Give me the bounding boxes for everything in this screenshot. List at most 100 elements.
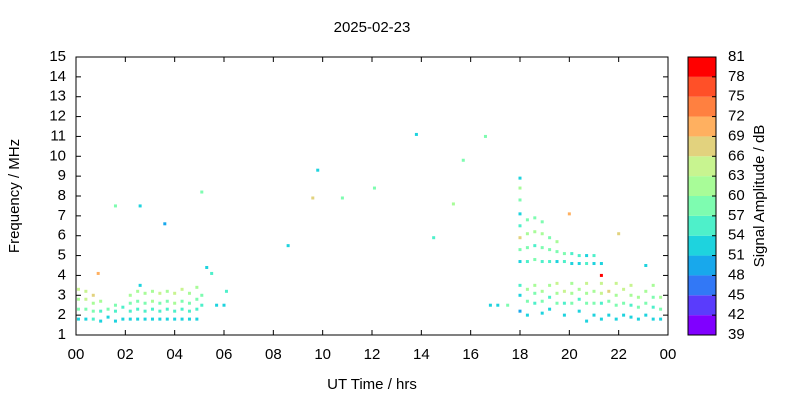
data-point bbox=[113, 309, 117, 313]
data-point bbox=[548, 283, 552, 287]
data-point bbox=[599, 291, 603, 295]
data-point bbox=[570, 262, 574, 266]
y-tick-label: 8 bbox=[58, 187, 66, 204]
data-point bbox=[585, 281, 589, 285]
data-point bbox=[195, 317, 199, 321]
y-tick-label: 2 bbox=[58, 306, 66, 323]
data-point bbox=[311, 196, 315, 200]
data-point bbox=[592, 301, 596, 305]
colorbar-band bbox=[688, 57, 716, 77]
colorbar-band bbox=[688, 96, 716, 117]
data-point bbox=[180, 299, 184, 303]
colorbar-tick-label: 66 bbox=[728, 147, 745, 164]
x-tick-label: 08 bbox=[265, 346, 282, 363]
data-point bbox=[614, 281, 618, 285]
data-point bbox=[173, 291, 177, 295]
colorbar-band bbox=[688, 215, 716, 236]
data-point bbox=[533, 244, 537, 248]
data-point bbox=[286, 244, 290, 248]
data-point bbox=[533, 230, 537, 234]
data-point bbox=[548, 295, 552, 299]
data-point bbox=[540, 311, 544, 315]
data-point bbox=[636, 317, 640, 321]
data-point bbox=[585, 301, 589, 305]
data-point bbox=[84, 307, 88, 311]
data-point bbox=[644, 264, 648, 267]
data-point bbox=[173, 301, 177, 305]
y-tick-label: 1 bbox=[58, 326, 66, 343]
colorbar-tick-label: 54 bbox=[728, 227, 745, 244]
y-tick-label: 9 bbox=[58, 167, 66, 184]
data-point bbox=[555, 240, 559, 244]
data-point bbox=[165, 289, 169, 293]
data-point bbox=[617, 232, 621, 236]
data-point bbox=[205, 265, 209, 269]
data-point bbox=[607, 289, 611, 293]
x-tick-label: 04 bbox=[166, 346, 183, 363]
data-point bbox=[483, 134, 487, 138]
data-point bbox=[136, 289, 140, 293]
data-point bbox=[659, 307, 663, 311]
data-point bbox=[525, 232, 529, 236]
colorbar-tick-label: 51 bbox=[728, 247, 745, 264]
data-point bbox=[644, 289, 648, 293]
y-tick-label: 10 bbox=[49, 147, 66, 164]
y-tick-label: 3 bbox=[58, 286, 66, 303]
data-point bbox=[488, 303, 492, 307]
y-axis-label: Frequency / MHz bbox=[6, 139, 23, 253]
data-point bbox=[128, 309, 132, 313]
data-point bbox=[99, 299, 103, 303]
data-point bbox=[432, 236, 436, 240]
colorbar-tick-label: 69 bbox=[728, 127, 745, 144]
data-point bbox=[525, 260, 529, 264]
data-point bbox=[180, 307, 184, 311]
data-point bbox=[76, 287, 80, 291]
x-tick-label: 22 bbox=[610, 346, 627, 363]
data-point bbox=[651, 317, 655, 321]
data-point bbox=[106, 307, 110, 311]
data-point bbox=[518, 224, 522, 228]
data-point bbox=[76, 317, 80, 321]
data-point bbox=[540, 260, 544, 264]
colorbar-band bbox=[688, 156, 716, 177]
data-point bbox=[316, 168, 320, 172]
y-tick-label: 14 bbox=[49, 68, 66, 85]
data-point bbox=[555, 250, 559, 254]
data-point bbox=[121, 305, 125, 309]
data-point bbox=[461, 158, 465, 162]
data-point bbox=[496, 303, 500, 307]
data-point bbox=[138, 283, 142, 287]
data-point bbox=[210, 271, 214, 275]
data-point bbox=[518, 248, 522, 252]
y-tick-label: 6 bbox=[58, 227, 66, 244]
data-point bbox=[567, 212, 571, 216]
data-point bbox=[533, 301, 537, 305]
data-point bbox=[91, 317, 95, 321]
data-point bbox=[651, 283, 655, 287]
data-point bbox=[143, 291, 147, 295]
data-point bbox=[555, 291, 559, 295]
colorbar-band bbox=[688, 235, 716, 256]
data-point bbox=[150, 289, 154, 293]
data-point bbox=[173, 309, 177, 313]
data-point bbox=[158, 291, 162, 295]
y-tick-label: 5 bbox=[58, 247, 66, 264]
x-tick-label: 14 bbox=[413, 346, 430, 363]
data-point bbox=[215, 303, 219, 307]
data-point bbox=[173, 317, 177, 321]
data-point bbox=[150, 299, 154, 303]
y-tick-label: 4 bbox=[58, 266, 66, 283]
colorbar-tick-label: 63 bbox=[728, 167, 745, 184]
data-point bbox=[570, 281, 574, 285]
colorbar-tick-label: 48 bbox=[728, 266, 745, 283]
data-point bbox=[585, 262, 589, 266]
data-point bbox=[651, 295, 655, 299]
data-point bbox=[577, 254, 581, 258]
data-point bbox=[562, 252, 566, 256]
data-point bbox=[99, 319, 103, 323]
data-point bbox=[195, 297, 199, 301]
data-point bbox=[636, 305, 640, 309]
data-point bbox=[165, 317, 169, 321]
data-point bbox=[158, 317, 162, 321]
data-point bbox=[592, 254, 596, 258]
